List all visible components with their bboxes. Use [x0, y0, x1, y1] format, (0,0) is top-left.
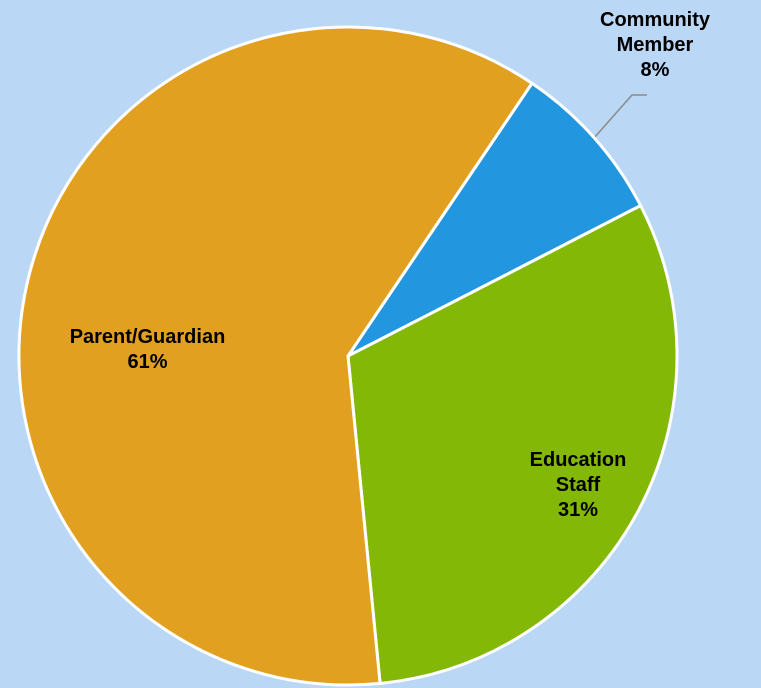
value-label: 61%	[127, 351, 168, 373]
pie-slice	[346, 203, 679, 686]
pie-slice	[346, 81, 643, 358]
category-label: Education Staff	[529, 449, 627, 496]
value-label: 8%	[640, 59, 670, 81]
pie-slice	[17, 25, 535, 687]
value-label: 31%	[557, 499, 599, 521]
slice-label: Education Staff 31%	[508, 448, 648, 523]
leader-line	[593, 94, 647, 139]
category-label: Parent/Guardian	[69, 326, 226, 348]
slice-label: Community Member 8%	[590, 8, 720, 83]
slice-label: Parent/Guardian 61%	[30, 325, 265, 375]
category-label: Community Member	[600, 9, 710, 56]
